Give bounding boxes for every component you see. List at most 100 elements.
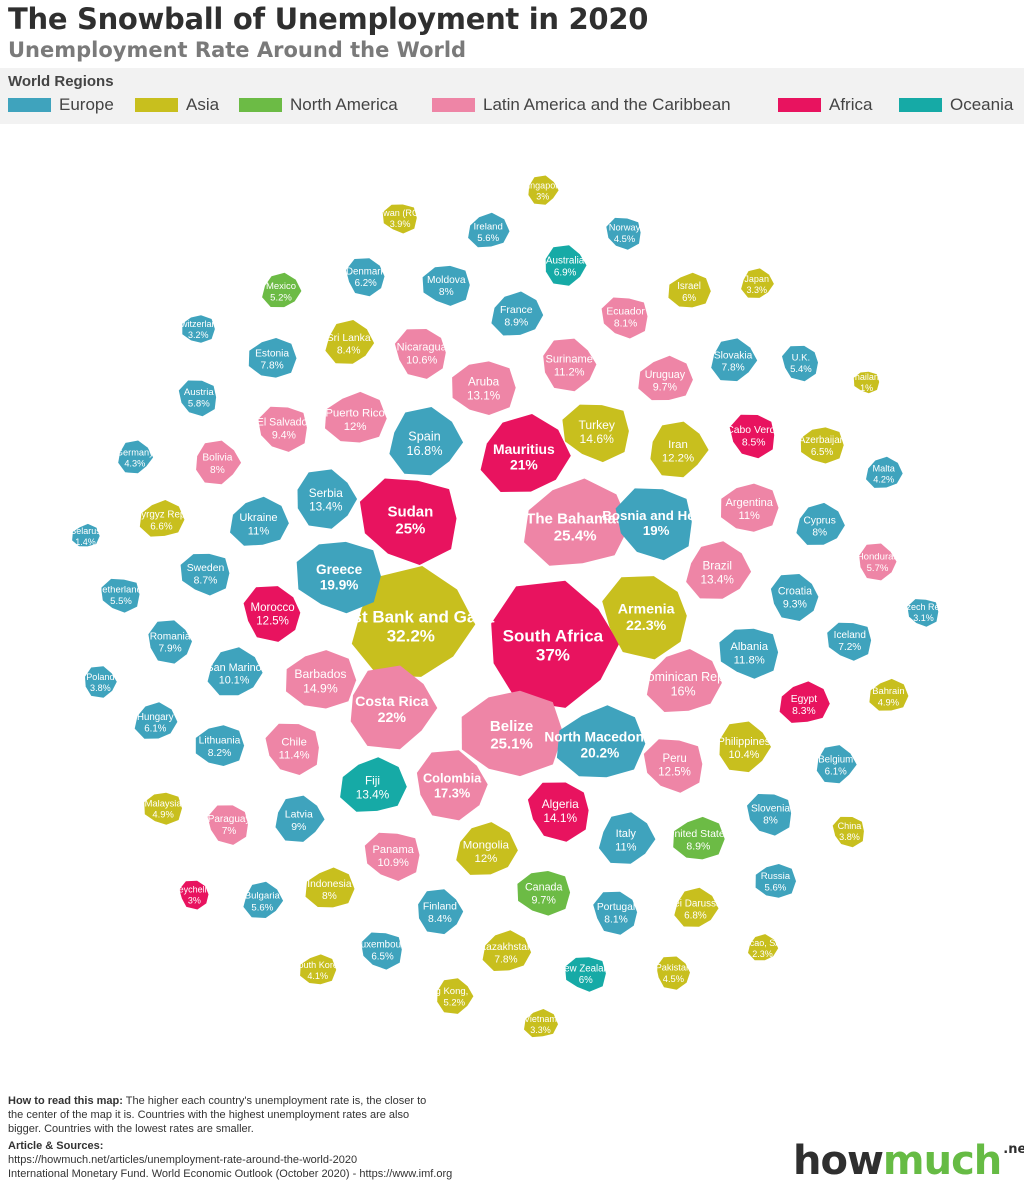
country-shape-greece bbox=[296, 541, 381, 614]
sources-title: Article & Sources: bbox=[8, 1140, 104, 1152]
country-value-bosnia-and-herz: 19% bbox=[643, 523, 670, 538]
country-value-romania: 7.9% bbox=[158, 644, 181, 655]
country-shape-paraguay bbox=[207, 805, 248, 845]
how-to-read-note: How to read this map: The higher each co… bbox=[8, 1094, 428, 1136]
country-label-brazil: Brazil bbox=[702, 559, 732, 573]
country-shape-uruguay bbox=[638, 355, 693, 401]
country-value-russia: 5.6% bbox=[764, 883, 786, 894]
country-label-belize: Belize bbox=[490, 718, 533, 735]
country-label-united-states: United States bbox=[667, 828, 730, 840]
country-shape-china bbox=[832, 816, 864, 848]
country-shape-slovakia bbox=[711, 338, 758, 382]
country-label-mauritius: Mauritius bbox=[493, 441, 555, 457]
country-shape-russia bbox=[755, 864, 796, 898]
country-shape-canada bbox=[517, 871, 571, 916]
legend-title: World Regions bbox=[8, 73, 114, 90]
country-label-aruba: Aruba bbox=[468, 376, 500, 389]
country-shape-japan bbox=[741, 268, 774, 298]
country-value-bahrain: 4.9% bbox=[878, 696, 899, 707]
country-kyrgyz-rep: Kyrgyz Rep.6.6% bbox=[135, 500, 188, 537]
country-shape-thailand bbox=[853, 371, 880, 394]
source-link-article[interactable]: https://howmuch.net/articles/unemploymen… bbox=[8, 1154, 358, 1166]
country-label-hungary: Hungary bbox=[137, 712, 174, 723]
country-value-hong-kong-sar: 5.2% bbox=[443, 998, 465, 1009]
country-shape-san-marino bbox=[207, 647, 263, 696]
country-value-ireland: 5.6% bbox=[477, 233, 499, 244]
country-label-luxembourg: Luxembourg bbox=[355, 940, 409, 951]
country-shape-south-africa bbox=[491, 580, 620, 708]
country-shape-chile bbox=[265, 723, 319, 775]
country-label-norway: Norway bbox=[609, 223, 641, 233]
country-value-belarus: 1.4% bbox=[75, 537, 96, 547]
country-value-thailand: 1% bbox=[860, 383, 873, 393]
country-shape-slovenia bbox=[747, 794, 792, 836]
country-value-sudan: 25% bbox=[395, 520, 425, 537]
country-shape-france bbox=[491, 291, 544, 336]
country-label-malta: Malta bbox=[872, 464, 895, 474]
country-label-sweden: Sweden bbox=[187, 563, 225, 574]
source-link-imf[interactable]: International Monetary Fund. World Econo… bbox=[8, 1168, 453, 1180]
country-label-puerto-rico: Puerto Rico bbox=[325, 408, 385, 420]
country-value-philippines: 10.4% bbox=[728, 749, 759, 761]
country-value-cyprus: 8% bbox=[812, 528, 827, 539]
country-value-japan: 3.3% bbox=[746, 285, 767, 295]
country-value-belize: 25.1% bbox=[490, 735, 533, 752]
country-label-slovakia: Slovakia bbox=[714, 351, 753, 362]
country-shape-suriname bbox=[543, 338, 597, 392]
legend-label-north-america: North America bbox=[290, 95, 398, 114]
country-label-mexico: Mexico bbox=[266, 281, 296, 292]
country-label-azerbaijan: Azerbaijan bbox=[799, 435, 845, 446]
country-shape-turkey bbox=[562, 404, 629, 463]
country-label-croatia: Croatia bbox=[778, 586, 812, 598]
country-shape-czech-rep bbox=[907, 599, 939, 627]
country-label-brunei-darussalam: Brunei Darussalam bbox=[653, 898, 737, 909]
country-shape-romania bbox=[148, 620, 192, 664]
country-label-ukraine: Ukraine bbox=[239, 512, 277, 524]
country-label-hong-kong-sar: Hong Kong, SAR bbox=[418, 986, 490, 997]
country-label-lithuania: Lithuania bbox=[199, 736, 241, 747]
country-value-new-zealand: 6% bbox=[579, 975, 593, 986]
country-label-malaysia: Malaysia bbox=[145, 797, 183, 808]
country-shape-ireland bbox=[468, 212, 510, 248]
country-value-poland: 3.8% bbox=[90, 683, 111, 693]
country-label-honduras: Honduras bbox=[857, 552, 899, 563]
country-label-iran: Iran bbox=[668, 439, 688, 451]
country-shape-el-salvador bbox=[258, 406, 307, 452]
country-value-singapore: 3% bbox=[536, 191, 549, 201]
country-value-sweden: 8.7% bbox=[194, 576, 218, 587]
legend-swatch-north-america bbox=[239, 98, 282, 112]
country-shape-ukraine bbox=[230, 496, 289, 546]
country-label-el-salvador: El Salvador bbox=[257, 417, 312, 429]
country-shape-cabo-verde bbox=[729, 414, 775, 459]
country-label-indonesia: Indonesia bbox=[307, 879, 352, 890]
country-value-malaysia: 4.9% bbox=[152, 809, 173, 820]
country-label-ireland: Ireland bbox=[474, 221, 503, 232]
country-value-north-macedonia: 20.2% bbox=[580, 745, 619, 760]
country-label-chile: Chile bbox=[281, 737, 307, 749]
country-shape-u-k bbox=[782, 345, 818, 382]
country-shape-norway bbox=[606, 217, 641, 250]
country-shape-serbia bbox=[297, 469, 358, 529]
country-shape-netherlands bbox=[101, 578, 140, 613]
country-value-nicaragua: 10.6% bbox=[406, 354, 437, 366]
country-value-vietnam: 3.3% bbox=[530, 1025, 551, 1035]
country-label-japan: Japan bbox=[744, 274, 769, 284]
